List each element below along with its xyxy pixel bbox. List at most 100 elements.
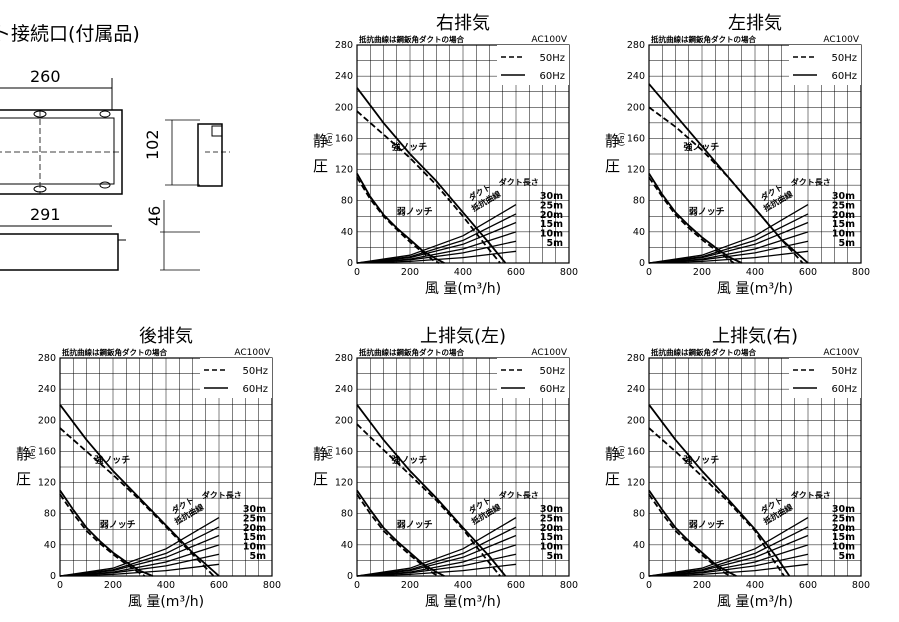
duct-side-view: [197, 123, 223, 187]
series-line: [356, 553, 517, 577]
series-line: [648, 489, 737, 577]
y-tick-label: 280: [335, 353, 353, 364]
y-tick-label: 40: [633, 540, 645, 551]
legend-bg: [200, 358, 272, 398]
y-tick-label: 200: [627, 415, 645, 426]
screw-hole-br: [99, 181, 111, 189]
series-line: [648, 176, 735, 264]
series-line: [356, 240, 517, 264]
y-label-char-2: 圧: [16, 470, 31, 488]
y-tick-label: 80: [633, 509, 645, 520]
series-line: [648, 534, 809, 577]
series-line: [59, 489, 154, 577]
legend: 50Hz 60Hz: [200, 358, 272, 398]
x-tick-label: 800: [263, 580, 281, 591]
annotation-strong-notch: 強ノッチ: [683, 454, 719, 466]
chart-title: 上排気(左): [420, 326, 506, 347]
duct-plate-top: [0, 109, 123, 195]
duct-length-label: 15m: [243, 532, 266, 543]
x-tick-label: 600: [210, 580, 228, 591]
y-tick-label: 240: [38, 384, 56, 395]
y-unit: (Pa): [29, 445, 37, 459]
duct-length-label: 30m: [540, 504, 563, 515]
series-line: [59, 427, 215, 577]
x-axis-label: 風 量(m³/h): [717, 594, 793, 610]
y-label-char-2: 圧: [605, 157, 620, 175]
series-line: [648, 221, 809, 264]
chart-svg: 上排気(右)抵抗曲線は鋼鈑角ダクトの場合 AC100V 50Hz 60Hz 0 40 80 1…: [605, 326, 870, 610]
y-unit: (Pa): [326, 445, 334, 459]
duct-length-label: 15m: [832, 219, 855, 230]
legend-50hz: 50Hz: [540, 53, 566, 64]
chart-top-exhaust-right: 上排気(右) 抵抗曲線は鋼鈑角ダクトの場合 AC100V 50Hz 60Hz 0 40 80 1…: [597, 318, 887, 618]
legend-50hz: 50Hz: [243, 366, 269, 377]
series-line: [648, 250, 809, 264]
plot-frame: [356, 44, 570, 264]
y-unit: (Pa): [326, 132, 334, 146]
series-line: [648, 204, 809, 264]
y-label-char-2: 圧: [605, 470, 620, 488]
series-line: [356, 173, 445, 264]
duct-length-label: 5m: [838, 551, 855, 562]
y-tick-label: 280: [627, 353, 645, 364]
duct-length-label: 25m: [243, 514, 266, 525]
y-tick-label: 120: [335, 165, 353, 176]
duct-bottom-view: [0, 233, 119, 271]
chart-note: 抵抗曲線は鋼鈑角ダクトの場合: [651, 34, 756, 44]
y-tick-label: 200: [335, 415, 353, 426]
legend-bg: [789, 358, 861, 398]
x-tick-label: 600: [799, 267, 817, 278]
annotation-strong-notch: 強ノッチ: [94, 454, 130, 466]
y-tick-label: 120: [627, 165, 645, 176]
duct-plate-inner: [0, 117, 115, 185]
x-tick-label: 800: [852, 267, 870, 278]
duct-length-label: 5m: [546, 551, 563, 562]
series-line: [648, 240, 809, 264]
voltage-label: AC100V: [531, 35, 567, 45]
x-tick-label: 0: [646, 267, 652, 278]
series-line: [648, 427, 785, 577]
y-label-char-1: 静: [313, 445, 328, 463]
series-line: [356, 534, 517, 577]
screw-hole-bottom: [33, 185, 47, 193]
y-label-char-1: 静: [605, 445, 620, 463]
screw-hole-top: [33, 110, 47, 118]
series-line: [356, 204, 517, 264]
y-unit: (Pa): [618, 132, 626, 146]
x-axis-label: 風 量(m³/h): [425, 281, 501, 297]
y-tick-label: 240: [335, 71, 353, 82]
annotation-weak-notch: 弱ノッチ: [397, 207, 433, 218]
chart-top-exhaust-left: 上排気(左) 抵抗曲線は鋼鈑角ダクトの場合 AC100V 50Hz 60Hz 0 40 80 1…: [305, 318, 595, 618]
annotation-strong-notch: 強ノッチ: [391, 141, 427, 153]
y-tick-label: 40: [44, 540, 56, 551]
y-tick-label: 240: [627, 71, 645, 82]
y-tick-label: 0: [639, 258, 645, 269]
duct-length-label: 20m: [540, 523, 563, 534]
x-tick-label: 400: [746, 580, 764, 591]
x-tick-label: 200: [401, 580, 419, 591]
x-tick-label: 400: [454, 267, 472, 278]
dim-label-291: 291: [30, 205, 61, 224]
duct-length-label: 30m: [243, 504, 266, 515]
duct-length-label: 15m: [540, 219, 563, 230]
x-tick-label: 0: [354, 267, 360, 278]
y-tick-label: 280: [335, 40, 353, 51]
y-tick-label: 80: [44, 509, 56, 520]
series-group: [356, 404, 517, 577]
series-line: [648, 553, 809, 577]
legend-60hz: 60Hz: [540, 71, 566, 82]
voltage-label: AC100V: [531, 348, 567, 358]
series-line: [648, 106, 804, 264]
series-group: [356, 87, 517, 264]
y-tick-label: 120: [627, 478, 645, 489]
chart-title: 右排気: [436, 13, 490, 34]
duct-length-label: 30m: [540, 191, 563, 202]
duct-length-label: 10m: [832, 229, 855, 240]
annotation-duct-length: ダクト長さ: [499, 490, 539, 500]
series-line: [356, 404, 507, 577]
duct-length-label: 5m: [546, 238, 563, 249]
y-tick-label: 120: [38, 478, 56, 489]
series-group: [59, 404, 220, 577]
